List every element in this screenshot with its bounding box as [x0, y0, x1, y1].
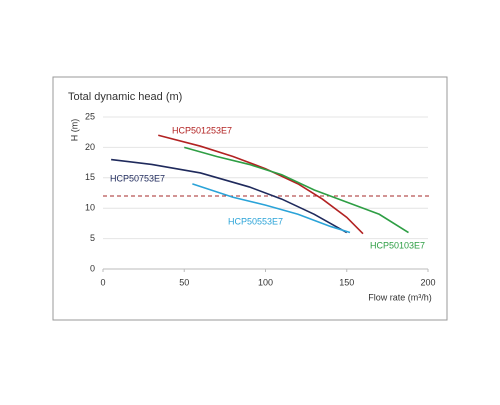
chart-title: Total dynamic head (m)	[68, 91, 182, 103]
series-label: HCP50753E7	[110, 173, 165, 183]
series-line	[158, 134, 364, 235]
series-line	[192, 183, 351, 234]
x-tick-label: 0	[100, 277, 105, 287]
x-tick-label: 150	[339, 277, 354, 287]
x-tick-label: 100	[258, 277, 273, 287]
x-axis-label: Flow rate (m³/h)	[368, 292, 432, 302]
y-tick-label: 25	[85, 111, 95, 121]
series-line	[111, 158, 348, 234]
series-label: HCP50553E7	[228, 216, 283, 226]
frame	[52, 76, 448, 321]
series-label: HCP501253E7	[172, 125, 232, 135]
x-tick-label: 50	[179, 277, 189, 287]
series-label: HCP50103E7	[370, 240, 425, 250]
y-tick-label: 10	[85, 203, 95, 213]
y-tick-label: 0	[90, 263, 95, 273]
x-tick-label: 200	[420, 277, 435, 287]
y-tick-label: 5	[90, 233, 95, 243]
series-line	[184, 146, 409, 234]
y-tick-label: 15	[85, 172, 95, 182]
y-tick-label: 20	[85, 142, 95, 152]
y-axis-label: H (m)	[69, 119, 79, 142]
